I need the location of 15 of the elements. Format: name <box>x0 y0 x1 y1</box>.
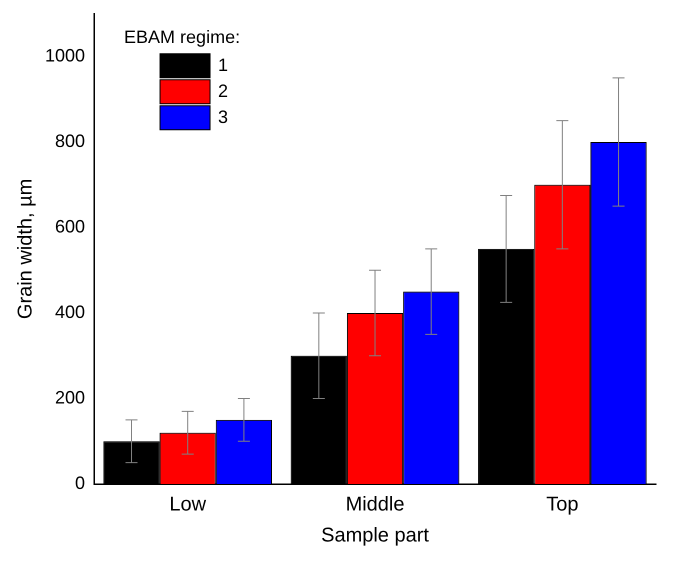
y-tick-label: 200 <box>54 387 86 408</box>
x-axis-title: Sample part <box>321 524 430 547</box>
y-tick-label: 800 <box>54 131 86 152</box>
legend-label: 3 <box>218 106 228 127</box>
y-tick-label: 600 <box>54 216 86 236</box>
y-axis-title: Grain width, µm <box>14 178 37 320</box>
y-tick-label: 0 <box>75 472 86 493</box>
legend-title: EBAM regime: <box>124 26 240 47</box>
y-tick-label: 1000 <box>44 46 86 66</box>
y-tick-label: 400 <box>54 302 86 322</box>
legend-label: 2 <box>218 80 228 101</box>
x-tick-label: Middle <box>346 494 404 516</box>
legend-label: 1 <box>218 54 228 75</box>
x-tick-label: Low <box>169 494 207 516</box>
x-tick-label: Top <box>546 494 578 516</box>
